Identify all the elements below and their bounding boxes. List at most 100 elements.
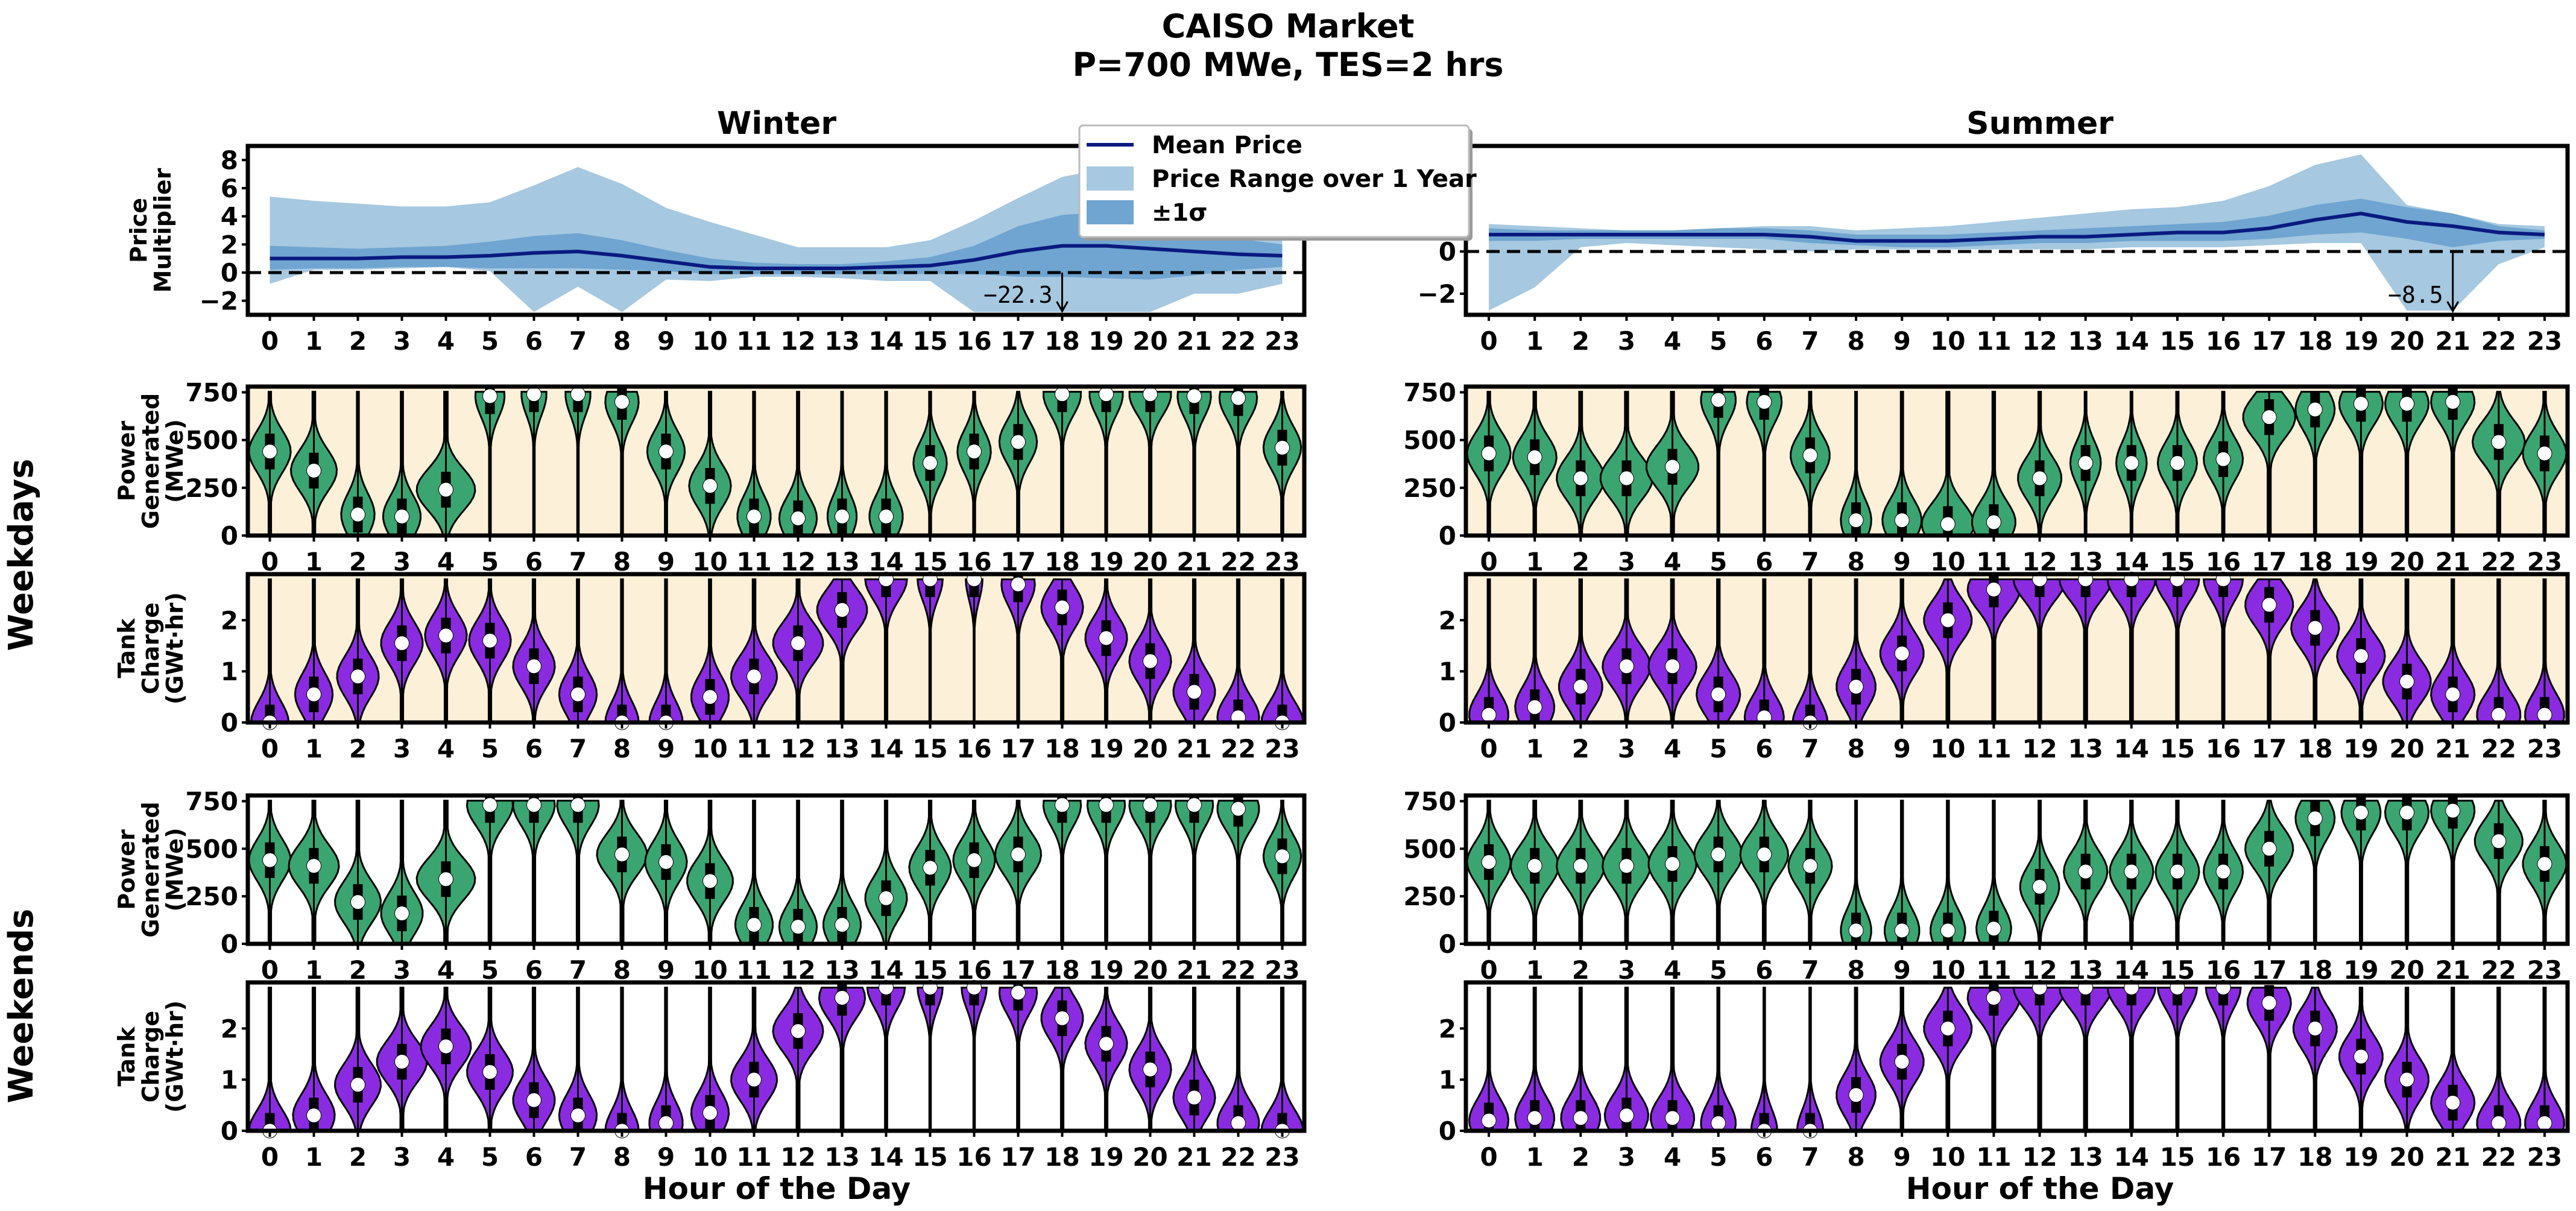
violin-hour-15: [2155, 800, 2200, 945]
violin-hour-9: [1883, 800, 1921, 945]
violin-hour-14: [864, 800, 908, 945]
violin-hour-22: [2471, 391, 2526, 537]
x-tick-label: 5: [1709, 1142, 1727, 1172]
violin-hour-18: [1040, 987, 1084, 1132]
x-tick-label: 23: [2527, 734, 2562, 764]
violin-median-marker: [1848, 923, 1864, 938]
violin-hour-4: [1645, 391, 1700, 537]
violin-median-marker: [1618, 1108, 1634, 1124]
x-tick-label: 7: [569, 955, 587, 985]
violin-hour-21: [2430, 795, 2476, 945]
x-tick-label: 19: [2343, 326, 2378, 356]
legend-mean-label: Mean Price: [1152, 131, 1302, 159]
x-tick-label: 11: [736, 1142, 771, 1172]
x-tick-label: 11: [1976, 734, 2011, 764]
violin-median-marker: [835, 602, 850, 618]
x-tick-label: 18: [2297, 326, 2332, 356]
violin-median-marker: [702, 1105, 718, 1121]
violin-hour-0: [1466, 800, 1512, 945]
x-tick-label: 19: [1088, 734, 1123, 764]
violin-hour-10: [1930, 800, 1966, 945]
x-tick-label: 2: [1572, 1142, 1589, 1172]
violin-hour-2: [1556, 800, 1606, 945]
violin-median-marker: [1711, 686, 1726, 702]
x-tick-label: 5: [481, 734, 499, 764]
annotation-label: −8.5: [2388, 282, 2443, 308]
violin-hour-0: [1468, 987, 1510, 1132]
violin-hour-5: [468, 578, 512, 724]
violin-hour-1: [289, 391, 338, 537]
violin-hour-20: [1128, 578, 1172, 724]
x-tick-label: 2: [1572, 734, 1589, 764]
x-tick-label: 3: [393, 326, 411, 356]
x-tick-label: 10: [692, 734, 727, 764]
violin-hour-9: [648, 987, 684, 1132]
violin-median-marker: [2261, 597, 2277, 613]
violin-hour-3: [380, 800, 424, 945]
violin-hour-11: [1975, 800, 2012, 945]
x-tick-label: 6: [525, 326, 543, 356]
violin-hour-15: [2155, 571, 2200, 724]
violin-median-marker: [2307, 402, 2323, 417]
violin-hour-16: [2203, 800, 2244, 945]
x-tick-label: 22: [2481, 734, 2516, 764]
y-axis-label-line: (MWe): [162, 419, 188, 503]
violin-hour-20: [1128, 795, 1172, 945]
x-tick-label: 18: [1044, 547, 1079, 577]
x-tick-label: 6: [525, 955, 543, 985]
x-tick-label: 23: [2527, 1142, 2562, 1172]
x-tick-label: 8: [613, 1142, 631, 1172]
axes-frame: [1463, 384, 2570, 538]
y-axis-label: PowerGenerated(MWe): [113, 802, 188, 937]
violin-median-marker: [306, 686, 321, 702]
violin-hour-6: [520, 387, 548, 537]
violin-hour-17: [998, 982, 1038, 1132]
x-tick-label: 8: [1847, 955, 1864, 985]
y-axis-label-line: Multiplier: [150, 168, 176, 292]
x-tick-label: 17: [2252, 734, 2287, 764]
x-tick-label: 21: [1176, 1142, 1211, 1172]
violin-hour-1: [1514, 987, 1556, 1132]
x-tick-label: 11: [736, 326, 771, 356]
violin-hour-12: [778, 800, 818, 945]
violin-hour-11: [1966, 982, 2021, 1132]
violin-median-marker: [570, 797, 586, 813]
x-tick-label: 3: [1618, 326, 1635, 356]
x-tick-label: 20: [2389, 326, 2424, 356]
y-tick-label: 2: [221, 606, 238, 635]
x-tick-label: 23: [1264, 547, 1299, 577]
violin-hour-15: [908, 800, 952, 945]
x-tick-label: 8: [613, 734, 631, 764]
x-tick-label: 21: [2435, 326, 2470, 356]
violin-median-marker: [570, 1108, 586, 1124]
x-tick-label: 9: [657, 955, 675, 985]
x-tick-label: 10: [692, 1142, 727, 1172]
violin-hour-1: [1514, 578, 1556, 724]
x-tick-label: 19: [2343, 955, 2378, 985]
violin-median-marker: [526, 1092, 541, 1108]
violin-hour-21: [1172, 578, 1216, 724]
violin-median-marker: [614, 394, 630, 409]
x-tick-label: 21: [1176, 955, 1211, 985]
violin-hour-7: [556, 795, 600, 945]
violin-hour-17: [2244, 800, 2294, 945]
violin-hour-15: [917, 979, 944, 1132]
x-tick-label: 7: [1801, 955, 1819, 985]
y-tick-label: 0: [221, 521, 238, 551]
x-tick-label: 5: [481, 326, 499, 356]
violin-hour-7: [1790, 391, 1831, 537]
y-axis-label-line: Power: [113, 420, 140, 501]
violin-hour-20: [2384, 987, 2430, 1132]
x-tick-label: 18: [2297, 955, 2332, 985]
x-tick-label: 12: [2022, 547, 2057, 577]
violin-median-marker: [2215, 864, 2231, 879]
violin-hour-10: [1923, 987, 1973, 1132]
x-tick-label: 16: [2206, 547, 2241, 577]
violin-median-marker: [394, 906, 409, 922]
violin-median-marker: [1481, 854, 1497, 870]
x-tick-label: 20: [2389, 1142, 2424, 1172]
violin-median-marker: [1187, 797, 1202, 813]
y-axis-label-line: Tank: [113, 1026, 140, 1087]
violin-median-marker: [1187, 388, 1202, 404]
violin-median-marker: [1986, 990, 2001, 1005]
